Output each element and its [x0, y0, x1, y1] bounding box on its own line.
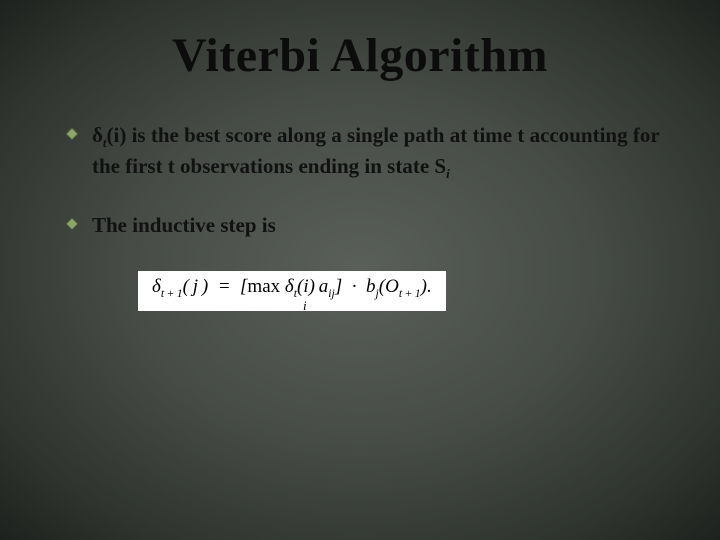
bullet-marker-icon [66, 128, 78, 140]
bullet-marker-icon [66, 218, 78, 230]
bullet-item: δt(i) is the best score along a single p… [60, 121, 660, 183]
formula-text: δt + 1( j ) = [max δt(i) aij] · bj(Ot + … [152, 276, 432, 297]
bullet-text: The inductive step is [92, 211, 276, 239]
formula-box: δt + 1( j ) = [max δt(i) aij] · bj(Ot + … [138, 271, 446, 311]
slide: Viterbi Algorithm δt(i) is the best scor… [0, 0, 720, 540]
formula-max-subscript: i [303, 299, 307, 313]
bullet-item: The inductive step is [60, 211, 660, 239]
bullet-text: δt(i) is the best score along a single p… [92, 121, 660, 183]
slide-title: Viterbi Algorithm [60, 28, 660, 83]
